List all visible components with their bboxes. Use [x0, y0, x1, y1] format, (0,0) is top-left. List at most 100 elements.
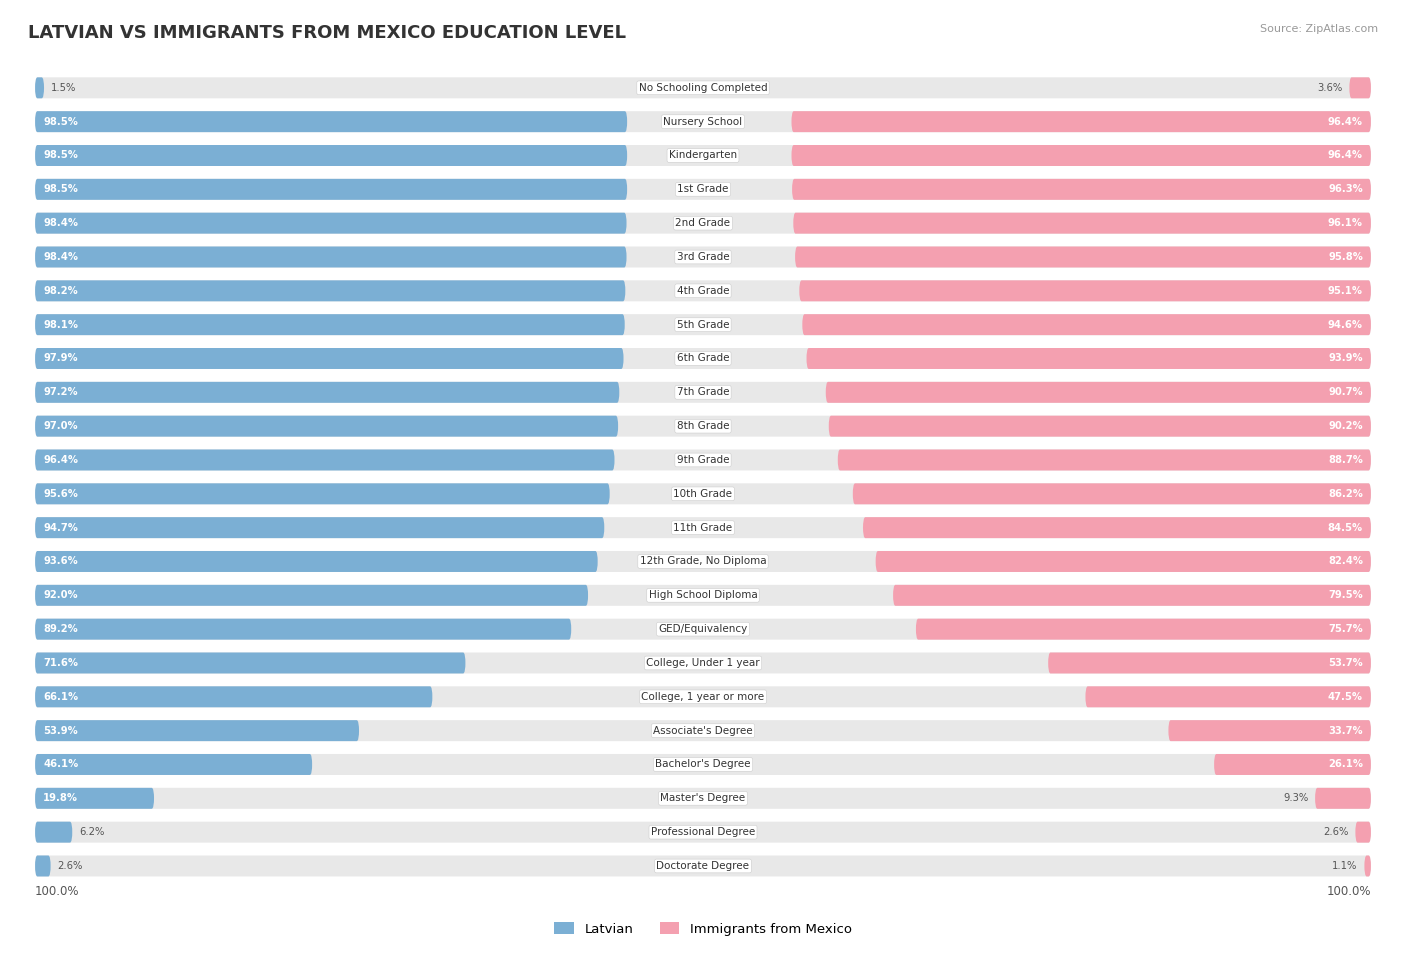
Text: Bachelor's Degree: Bachelor's Degree: [655, 760, 751, 769]
Text: 82.4%: 82.4%: [1327, 557, 1362, 566]
Text: 88.7%: 88.7%: [1329, 455, 1362, 465]
FancyBboxPatch shape: [35, 145, 627, 166]
FancyBboxPatch shape: [35, 551, 1371, 572]
FancyBboxPatch shape: [35, 855, 51, 877]
FancyBboxPatch shape: [35, 247, 1371, 267]
Text: 93.9%: 93.9%: [1329, 354, 1362, 364]
Text: 95.6%: 95.6%: [44, 488, 77, 499]
Text: 75.7%: 75.7%: [1329, 624, 1362, 634]
FancyBboxPatch shape: [1350, 77, 1371, 98]
FancyBboxPatch shape: [35, 585, 1371, 605]
FancyBboxPatch shape: [35, 551, 598, 572]
Text: 71.6%: 71.6%: [44, 658, 79, 668]
FancyBboxPatch shape: [35, 145, 1371, 166]
FancyBboxPatch shape: [792, 178, 1371, 200]
Text: 97.0%: 97.0%: [44, 421, 77, 431]
Text: 95.1%: 95.1%: [1327, 286, 1362, 295]
Text: High School Diploma: High School Diploma: [648, 590, 758, 601]
Text: 4th Grade: 4th Grade: [676, 286, 730, 295]
FancyBboxPatch shape: [863, 517, 1371, 538]
FancyBboxPatch shape: [1315, 788, 1371, 809]
Text: 12th Grade, No Diploma: 12th Grade, No Diploma: [640, 557, 766, 566]
Text: No Schooling Completed: No Schooling Completed: [638, 83, 768, 93]
FancyBboxPatch shape: [35, 415, 1371, 437]
FancyBboxPatch shape: [35, 686, 433, 707]
FancyBboxPatch shape: [794, 247, 1371, 267]
Text: 5th Grade: 5th Grade: [676, 320, 730, 330]
FancyBboxPatch shape: [35, 348, 624, 369]
Text: College, Under 1 year: College, Under 1 year: [647, 658, 759, 668]
Text: 7th Grade: 7th Grade: [676, 387, 730, 398]
FancyBboxPatch shape: [35, 822, 72, 842]
Text: Professional Degree: Professional Degree: [651, 827, 755, 838]
Text: 100.0%: 100.0%: [1326, 885, 1371, 898]
FancyBboxPatch shape: [35, 484, 1371, 504]
FancyBboxPatch shape: [1047, 652, 1371, 674]
FancyBboxPatch shape: [35, 822, 1371, 842]
FancyBboxPatch shape: [35, 314, 624, 335]
FancyBboxPatch shape: [35, 788, 1371, 809]
FancyBboxPatch shape: [893, 585, 1371, 605]
FancyBboxPatch shape: [825, 382, 1371, 403]
Text: 6th Grade: 6th Grade: [676, 354, 730, 364]
FancyBboxPatch shape: [35, 314, 1371, 335]
FancyBboxPatch shape: [35, 77, 44, 98]
Text: 98.2%: 98.2%: [44, 286, 77, 295]
Text: 3rd Grade: 3rd Grade: [676, 252, 730, 262]
FancyBboxPatch shape: [35, 178, 1371, 200]
FancyBboxPatch shape: [1364, 855, 1371, 877]
FancyBboxPatch shape: [1168, 721, 1371, 741]
Text: 89.2%: 89.2%: [44, 624, 77, 634]
FancyBboxPatch shape: [35, 754, 1371, 775]
Text: 47.5%: 47.5%: [1327, 692, 1362, 702]
Text: Nursery School: Nursery School: [664, 117, 742, 127]
Text: 3.6%: 3.6%: [1317, 83, 1343, 93]
Text: 1.5%: 1.5%: [51, 83, 76, 93]
Text: 53.7%: 53.7%: [1329, 658, 1362, 668]
FancyBboxPatch shape: [807, 348, 1371, 369]
FancyBboxPatch shape: [876, 551, 1371, 572]
FancyBboxPatch shape: [35, 855, 1371, 877]
FancyBboxPatch shape: [35, 585, 588, 605]
FancyBboxPatch shape: [803, 314, 1371, 335]
Text: 9.3%: 9.3%: [1284, 794, 1309, 803]
Text: 46.1%: 46.1%: [44, 760, 79, 769]
Text: 66.1%: 66.1%: [44, 692, 79, 702]
Text: 2nd Grade: 2nd Grade: [675, 218, 731, 228]
Text: 90.2%: 90.2%: [1329, 421, 1362, 431]
FancyBboxPatch shape: [35, 382, 1371, 403]
Text: 11th Grade: 11th Grade: [673, 523, 733, 532]
FancyBboxPatch shape: [1355, 822, 1371, 842]
FancyBboxPatch shape: [35, 721, 1371, 741]
Legend: Latvian, Immigrants from Mexico: Latvian, Immigrants from Mexico: [554, 922, 852, 935]
Text: 94.6%: 94.6%: [1327, 320, 1362, 330]
Text: 10th Grade: 10th Grade: [673, 488, 733, 499]
FancyBboxPatch shape: [1213, 754, 1371, 775]
FancyBboxPatch shape: [799, 281, 1371, 301]
Text: 93.6%: 93.6%: [44, 557, 77, 566]
Text: 9th Grade: 9th Grade: [676, 455, 730, 465]
FancyBboxPatch shape: [792, 145, 1371, 166]
FancyBboxPatch shape: [853, 484, 1371, 504]
FancyBboxPatch shape: [35, 382, 620, 403]
Text: 96.4%: 96.4%: [1327, 150, 1362, 161]
Text: 1st Grade: 1st Grade: [678, 184, 728, 194]
FancyBboxPatch shape: [1085, 686, 1371, 707]
FancyBboxPatch shape: [35, 449, 614, 471]
FancyBboxPatch shape: [915, 619, 1371, 640]
Text: 84.5%: 84.5%: [1327, 523, 1362, 532]
FancyBboxPatch shape: [35, 281, 626, 301]
FancyBboxPatch shape: [35, 213, 627, 234]
Text: 2.6%: 2.6%: [1323, 827, 1348, 838]
FancyBboxPatch shape: [35, 247, 627, 267]
FancyBboxPatch shape: [35, 281, 1371, 301]
FancyBboxPatch shape: [35, 619, 1371, 640]
Text: 98.5%: 98.5%: [44, 150, 77, 161]
Text: 19.8%: 19.8%: [44, 794, 79, 803]
Text: 1.1%: 1.1%: [1333, 861, 1358, 871]
Text: GED/Equivalency: GED/Equivalency: [658, 624, 748, 634]
FancyBboxPatch shape: [35, 111, 1371, 133]
Text: 98.1%: 98.1%: [44, 320, 79, 330]
FancyBboxPatch shape: [35, 517, 1371, 538]
Text: 96.4%: 96.4%: [1327, 117, 1362, 127]
